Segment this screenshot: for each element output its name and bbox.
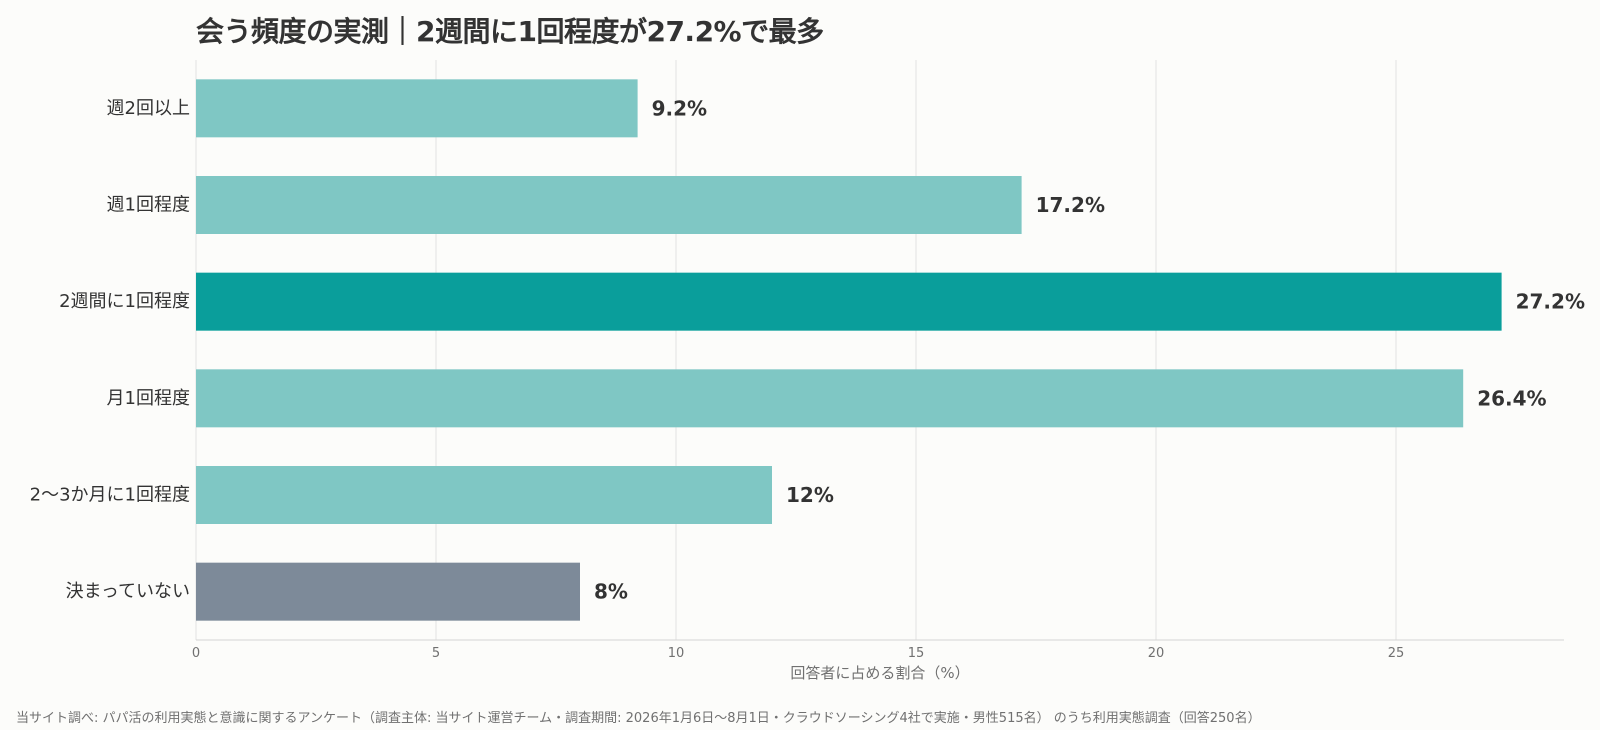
x-tick-label: 10 [668, 646, 685, 661]
x-tick-label: 25 [1388, 646, 1405, 661]
category-label: 週2回以上 [107, 98, 190, 119]
bar-value-label: 17.2% [1036, 193, 1105, 217]
bar [196, 369, 1464, 428]
x-tick-label: 5 [432, 646, 440, 661]
category-label: 週1回程度 [107, 195, 190, 216]
value-labels: 9.2% 17.2% 27.2% 26.4% 12% 8% [594, 96, 1585, 603]
category-label: 2〜3か月に1回程度 [30, 485, 190, 506]
bar-value-label: 27.2% [1516, 290, 1585, 314]
bar-value-label: 26.4% [1477, 386, 1546, 410]
x-tick-label: 0 [192, 646, 200, 661]
x-axis-title: 回答者に占める割合（%） [790, 664, 969, 682]
source-note: 当サイト調べ: パパ活の利用実態と意識に関するアンケート（調査主体: 当サイト運… [16, 711, 1261, 726]
bar [196, 79, 638, 138]
bars [196, 79, 1502, 621]
category-label: 月1回程度 [107, 388, 190, 409]
bar-value-label: 8% [594, 580, 628, 604]
bar-value-label: 12% [786, 483, 834, 507]
bar [196, 272, 1502, 331]
category-label: 決まっていない [66, 581, 190, 602]
bar [196, 176, 1022, 234]
bar-value-label: 9.2% [652, 96, 707, 120]
grid-lines [195, 60, 1397, 640]
chart-title: 会う頻度の実測｜2週間に1回程度が27.2%で最多 [196, 15, 824, 48]
bar [196, 466, 772, 524]
bar [196, 562, 580, 621]
x-tick-labels: 0 5 10 15 20 25 [192, 646, 1404, 661]
x-tick-label: 20 [1148, 646, 1165, 661]
category-label: 2週間に1回程度 [59, 291, 190, 312]
x-tick-label: 15 [908, 646, 925, 661]
